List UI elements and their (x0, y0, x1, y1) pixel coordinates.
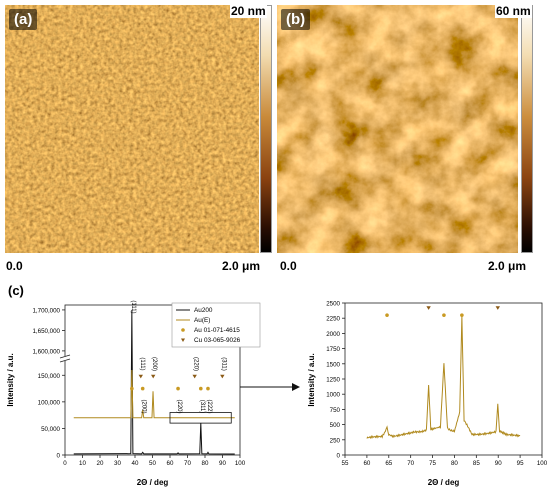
panel-c-label: (c) (8, 283, 24, 298)
x-tick-label: 20 (97, 460, 104, 467)
y-tick-label: 2000 (326, 331, 340, 338)
xrd-chart-full: 0 50,000 100,000 150,000 1,600,000 1,650,000 1… (6, 300, 261, 487)
x-tick-label: 50 (149, 460, 156, 467)
x-start-b: 0.0 (280, 259, 297, 273)
y-tick-label: 1750 (326, 346, 340, 353)
y-tick-label: 1500 (326, 361, 340, 368)
x-tick-label: 80 (202, 460, 209, 467)
legend-swatch-au-ref (181, 328, 185, 332)
cu-reference-marker (138, 374, 143, 379)
au-reference-marker (199, 386, 203, 391)
x-tick-label: 80 (451, 460, 458, 467)
y-tick-label: 50,000 (41, 426, 60, 433)
y-tick-label: 250 (330, 437, 341, 444)
au-reference-marker (130, 386, 134, 391)
y-tick-label: 1000 (326, 392, 340, 399)
x-tick-label: 95 (517, 460, 524, 467)
au-reference-marker (442, 313, 446, 317)
x-end-a: 2.0 μm (222, 259, 261, 273)
peak-annotation: (311) (199, 400, 205, 414)
legend: Au200 Au(E) Au 01-071-4615 Cu 03-065-9026 (171, 302, 261, 348)
au-reference-marker (206, 386, 210, 391)
axis-break-gap (61, 356, 69, 361)
y-tick-label: 100,000 (38, 399, 61, 406)
y-tick-label: 1,700,000 (32, 307, 60, 314)
y-tick-label: 1,600,000 (32, 348, 60, 355)
x-tick-label: 40 (132, 460, 139, 467)
y-tick-label: 2500 (326, 301, 340, 308)
peak-annotation: (200) (141, 400, 147, 414)
peak-annotation: (111) (139, 357, 145, 370)
x-tick-label: 0 (63, 460, 67, 467)
y-tick-label: 500 (330, 422, 341, 429)
y-tick-label: 2250 (326, 316, 340, 323)
legend-entry: Cu 03-065-9026 (194, 337, 241, 344)
x-tick-label: 10 (79, 460, 86, 467)
x-tick-label: 70 (407, 460, 414, 467)
xrd-chart-zoom: 0 250 500 750 1000 1250 1500 1750 2000 2250 2500 55… (307, 301, 548, 488)
x-tick-label: 60 (167, 460, 174, 467)
peak-annotation: (311) (220, 357, 226, 371)
x-axis-label: 2Θ / deg (428, 478, 460, 487)
afm-image-b: (b) (277, 5, 518, 253)
x-tick-label: 75 (429, 460, 436, 467)
x-tick-label: 65 (385, 460, 392, 467)
scale-max-b: 60 nm (495, 4, 532, 18)
axis-break-mark (59, 354, 71, 363)
peak-annotation: (222) (206, 400, 212, 414)
cu-reference-marker (495, 306, 500, 310)
x-axis-label: 2Θ / deg (137, 478, 169, 487)
y-axis-label: Intensity / a.u. (307, 353, 316, 406)
peak-annotation: (220) (176, 400, 182, 414)
afm-image-a: (a) (5, 5, 259, 253)
series-line-au-e- (73, 369, 235, 419)
au-reference-marker (176, 386, 180, 391)
y-tick-label: 0 (337, 453, 341, 460)
x-tick-label: 85 (473, 460, 480, 467)
au-reference-marker (385, 313, 389, 317)
au-reference-marker (140, 386, 145, 391)
x-end-b: 2.0 μm (488, 259, 527, 273)
afm-texture-a (5, 5, 259, 253)
legend-entry: Au 01-071-4615 (194, 327, 240, 334)
x-tick-label: 90 (219, 460, 226, 467)
peak-annotation: (200) (151, 357, 157, 371)
cu-reference-marker (426, 306, 431, 310)
peak-annotation: (220) (193, 357, 199, 371)
x-tick-label: 70 (184, 460, 191, 467)
x-tick-label: 30 (114, 460, 121, 467)
legend-entry: Au200 (194, 307, 213, 314)
x-start-a: 0.0 (6, 259, 23, 273)
y-tick-label: 150,000 (38, 373, 61, 380)
x-tick-label: 100 (235, 460, 246, 467)
x-tick-label: 100 (537, 460, 548, 467)
y-tick-label: 750 (330, 407, 341, 414)
scale-max-a: 20 nm (230, 4, 267, 18)
y-axis-label: Intensity / a.u. (6, 353, 15, 406)
legend-swatch-cu-ref (181, 338, 185, 342)
cu-reference-marker (220, 374, 225, 379)
x-tick-label: 60 (363, 460, 370, 467)
y-tick-label: 1250 (326, 377, 340, 384)
afm-texture-b (277, 5, 518, 253)
x-tick-label: 90 (495, 460, 502, 467)
panel-b-label: (b) (281, 9, 311, 30)
au-reference-marker (460, 313, 464, 317)
series-line-aue-zoom (366, 315, 521, 440)
cu-reference-marker (151, 374, 156, 379)
legend-entry: Au(E) (194, 317, 210, 324)
panel-a-label: (a) (9, 9, 38, 30)
y-tick-label: 1,650,000 (32, 328, 60, 335)
peak-annotation: (111) (130, 300, 136, 313)
y-tick-label: 0 (57, 453, 61, 460)
zoom-box (169, 412, 232, 424)
cu-reference-marker (192, 374, 197, 379)
x-tick-label: 55 (342, 460, 349, 467)
